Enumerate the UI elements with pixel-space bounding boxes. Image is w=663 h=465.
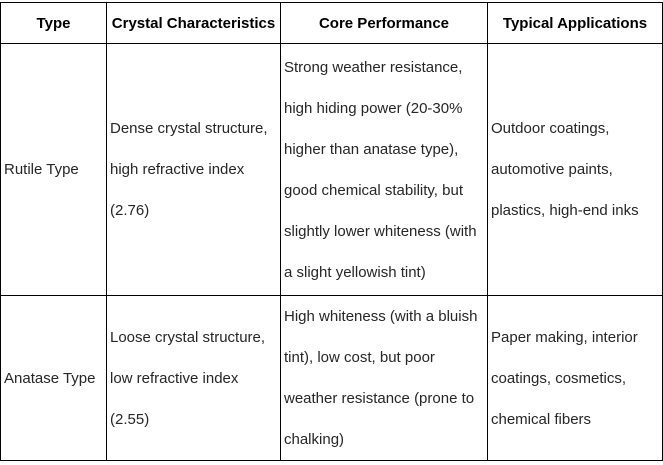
anatase-core-text: High whiteness (with a bluish tint), low… <box>284 308 478 448</box>
rutile-type-label: Rutile Type <box>4 161 79 178</box>
cell-rutile-type: Rutile Type <box>0 43 107 296</box>
cell-rutile-applications: Outdoor coatings, automotive paints, pla… <box>487 43 663 296</box>
anatase-type-label: Anatase Type <box>4 369 96 387</box>
header-core-performance: Core Performance <box>280 2 488 44</box>
rutile-core-text: Strong weather resistance, high hiding p… <box>284 58 477 281</box>
cell-anatase-applications: Paper making, interior coatings, cosmeti… <box>487 295 663 461</box>
header-typical-applications: Typical Applications <box>487 2 663 44</box>
header-row: Type Crystal Characteristics Core Perfor… <box>0 2 663 44</box>
anatase-crystal-text: Loose crystal structure, low refractive … <box>110 328 266 428</box>
table-row-rutile: Rutile Type Dense crystal structure, hig… <box>0 43 663 296</box>
header-crystal-characteristics: Crystal Characteristics <box>106 2 281 44</box>
cell-anatase-type: Anatase Type <box>0 295 107 461</box>
header-type: Type <box>0 2 107 44</box>
anatase-applications-text: Paper making, interior coatings, cosmeti… <box>491 328 638 428</box>
cell-rutile-core: Strong weather resistance, high hiding p… <box>280 43 488 296</box>
rutile-applications-text: Outdoor coatings, automotive paints, pla… <box>491 120 639 219</box>
table-row-anatase: Anatase Type Loose crystal structure, lo… <box>0 295 663 461</box>
cell-anatase-core: High whiteness (with a bluish tint), low… <box>280 295 488 461</box>
cell-anatase-crystal: Loose crystal structure, low refractive … <box>106 295 281 461</box>
cell-rutile-crystal: Dense crystal structure, high refractive… <box>106 43 281 296</box>
rutile-crystal-text: Dense crystal structure, high refractive… <box>110 120 268 219</box>
